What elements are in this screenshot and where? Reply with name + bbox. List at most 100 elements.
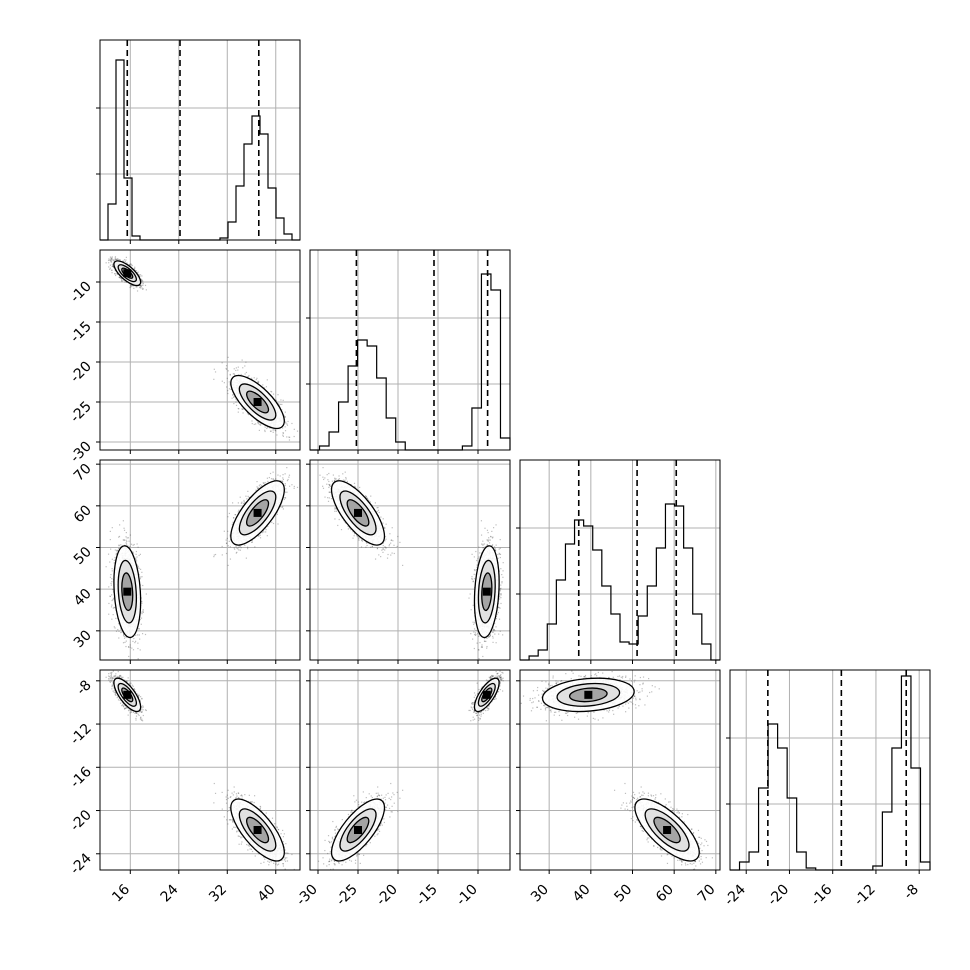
sample-point [145,289,147,291]
sample-point [291,422,293,425]
sample-point [251,420,253,422]
sample-point [140,576,142,578]
sample-point [132,649,135,651]
sample-point [111,581,113,583]
sample-point [111,269,113,271]
sample-point [226,386,228,388]
sample-point [137,546,139,548]
sample-point [107,553,110,555]
sample-point [125,543,128,545]
sample-point [109,259,111,261]
sample-point [138,554,140,557]
sample-point [123,529,126,531]
panel-1-0: -10-15-20-25-30 [67,249,301,466]
sample-point [228,381,230,383]
sample-point [265,386,268,388]
sample-point [228,388,231,390]
sample-point [141,576,143,578]
sample-point [120,278,122,280]
sample-point [255,423,257,425]
sample-point [235,369,237,372]
sample-point [126,540,128,542]
sample-point [139,578,142,580]
sample-point [110,257,112,259]
sample-point [229,374,231,376]
sample-point [108,258,110,260]
sample-point [132,640,134,643]
sample-point [118,276,121,278]
sample-point [135,270,137,272]
sample-point [129,286,131,289]
y-tick-label: -10 [67,279,94,306]
sample-point [141,288,144,290]
sample-point [125,259,127,261]
sample-point [139,284,142,287]
sample-point [135,550,138,553]
sample-point [235,401,237,403]
sample-point [264,430,266,433]
sample-point [121,280,123,282]
sample-point [139,286,141,288]
sample-point [109,576,112,578]
sample-point [117,273,119,275]
sample-point [284,416,286,418]
sample-point [136,286,138,288]
sample-point [266,379,268,381]
sample-point [233,368,235,370]
sample-point [140,280,143,282]
sample-point [112,265,114,267]
sample-point [113,273,116,275]
sample-point [110,261,112,263]
sample-point [258,381,260,383]
y-tick-label: -15 [67,319,94,346]
sample-point [108,613,110,615]
sample-point [285,422,287,424]
sample-point [124,260,126,263]
sample-point [123,260,125,262]
sample-point [137,565,139,567]
sample-point [280,399,282,401]
sample-point [111,258,113,260]
sample-point [213,368,215,370]
sample-point [131,264,133,267]
sample-point [130,284,132,286]
sample-point [285,421,287,423]
sample-point [136,543,138,545]
sample-point [133,287,135,289]
sample-point [114,258,117,260]
sample-point [133,543,135,546]
sample-point [120,277,122,279]
sample-point [111,256,113,258]
sample-point [130,263,132,265]
y-tick-label: -25 [67,399,94,426]
sample-point [232,394,234,396]
sample-point [117,259,119,261]
sample-point [121,279,123,281]
sample-point [122,539,124,541]
sample-point [132,285,134,287]
sample-point [108,266,110,268]
sample-point [282,432,285,434]
sample-point [231,397,233,399]
sample-point [128,655,130,658]
sample-point [270,390,272,393]
sample-point [144,284,147,287]
sample-point [108,262,110,264]
sample-point [276,434,278,436]
sample-point [142,282,144,284]
sample-point [262,384,264,386]
sample-point [282,435,284,437]
sample-point [127,537,129,539]
sample-point [135,286,137,288]
sample-point [235,404,238,407]
sample-point [293,428,295,430]
sample-point [130,286,132,288]
sample-point [109,268,111,270]
sample-point [253,377,255,379]
sample-point [279,403,282,406]
sample-point [225,365,228,367]
sample-point [275,430,277,432]
sample-point [272,431,274,433]
